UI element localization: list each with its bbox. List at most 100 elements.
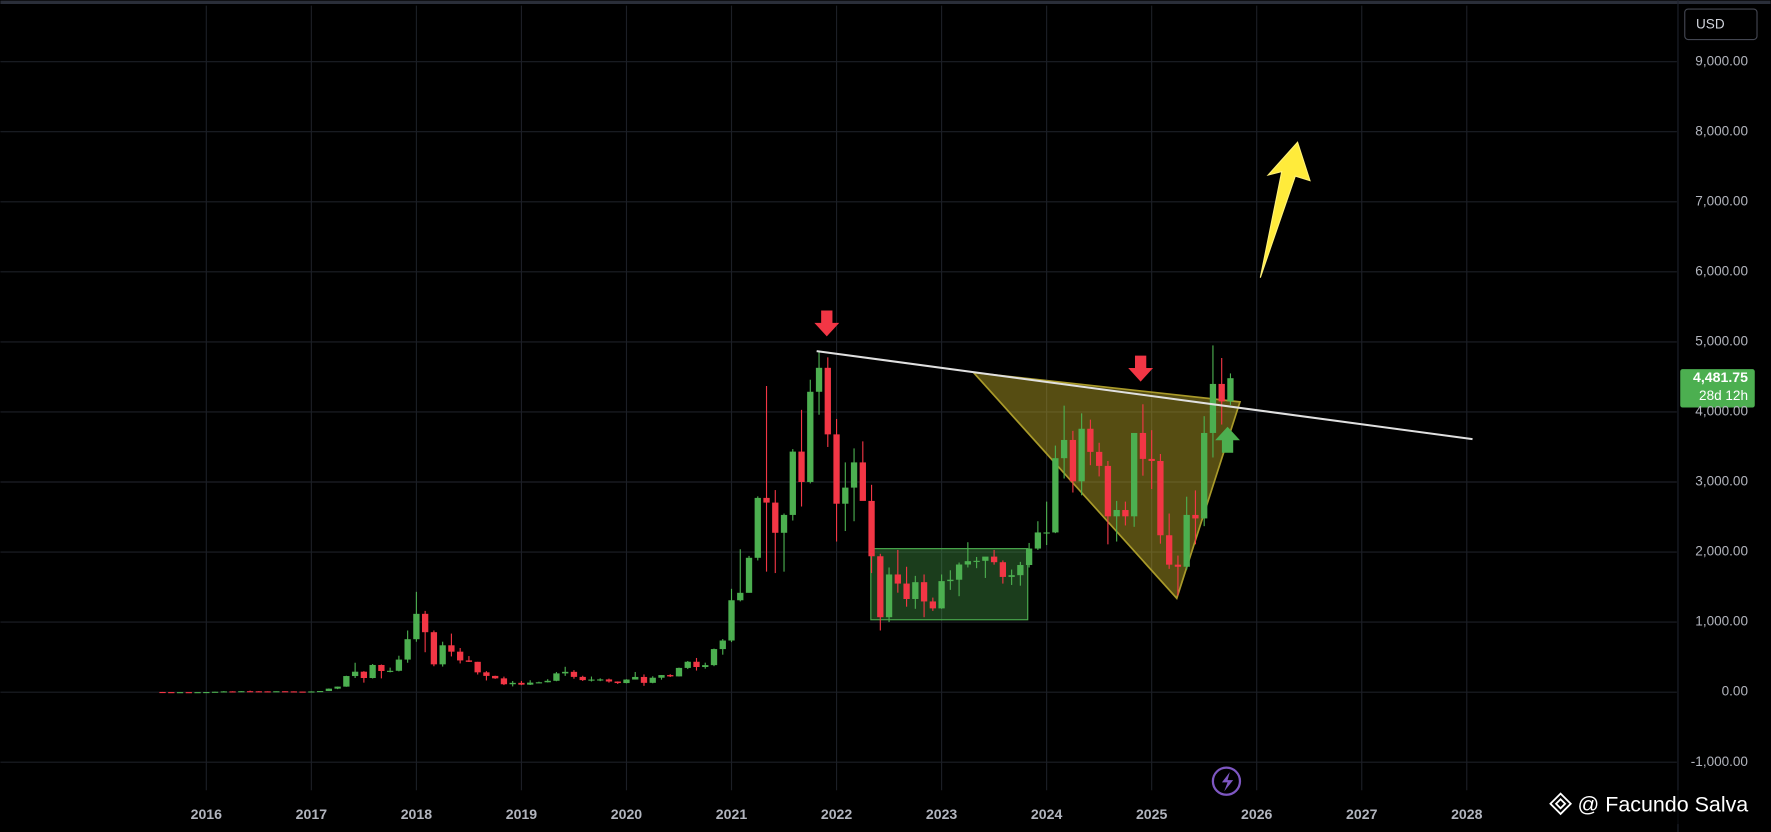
candle-body [885, 574, 893, 618]
x-tick-label: 2025 [1136, 806, 1168, 822]
candle-body [982, 556, 989, 561]
candle-body [264, 691, 271, 693]
candle-body [1139, 432, 1147, 459]
candle-body [842, 487, 849, 504]
range-box [870, 548, 1029, 621]
candle-body [509, 682, 516, 685]
currency-label: USD [1696, 16, 1725, 31]
candle-body [1025, 548, 1033, 566]
candle-body [710, 649, 718, 666]
candle-body [457, 651, 464, 661]
up-arrow [1215, 426, 1240, 453]
y-tick-label: 5,000.00 [1695, 333, 1748, 348]
candle-body [605, 679, 613, 682]
watermark-bg [1541, 790, 1771, 825]
candle-body [1034, 532, 1042, 549]
candle-body [378, 664, 385, 672]
candle-body [772, 502, 779, 533]
y-tick-label: 4,000.00 [1695, 404, 1748, 419]
y-tick-label: 2,000.00 [1695, 544, 1748, 559]
candle-body [316, 691, 324, 693]
candle-body [1227, 378, 1234, 402]
candle-body [1131, 432, 1138, 517]
candle-body [833, 434, 840, 504]
candle-body [535, 682, 543, 684]
candle-body [824, 367, 831, 435]
y-tick-label: 7,000.00 [1695, 193, 1748, 208]
candle-body [211, 691, 219, 693]
grid [0, 5, 1677, 791]
candle-body [1095, 451, 1103, 466]
x-tick-label: 2019 [506, 806, 538, 822]
candle-body [570, 671, 578, 677]
candle-body [667, 675, 674, 677]
candle-body [203, 692, 210, 694]
candle-body [719, 640, 726, 650]
candle-body [430, 632, 438, 665]
candle-body [912, 582, 919, 599]
candle-body [168, 692, 175, 694]
candle-body [929, 601, 936, 609]
candle-body [798, 451, 805, 483]
candle-body [194, 692, 201, 694]
candle-body [562, 671, 569, 674]
currency-button[interactable] [1684, 8, 1758, 41]
candle-body [1078, 428, 1085, 482]
candle-body [448, 645, 455, 652]
replay-icon-bolt [1221, 772, 1234, 792]
candle-body [702, 665, 709, 668]
candle-body [754, 497, 761, 558]
candle-body [527, 682, 534, 685]
candle-body [325, 688, 333, 692]
replay-icon[interactable] [1211, 766, 1242, 796]
y-tick-label: 3,000.00 [1695, 474, 1748, 489]
x-axis: 2016 2017 2018 2019 2020 2021 2022 2023 2024 2025… [191, 806, 1483, 822]
candles [159, 345, 1234, 694]
y-tick-label: 9,000.00 [1695, 53, 1748, 68]
candle-body [553, 673, 560, 681]
candle-body [938, 581, 945, 609]
y-tick-label: 0.00 [1722, 684, 1748, 699]
candle-body [1157, 460, 1164, 536]
y-tick-label: 8,000.00 [1695, 123, 1748, 138]
x-tick-label: 2026 [1241, 806, 1273, 822]
candle-body [185, 692, 192, 694]
candle-body [973, 560, 980, 562]
candle-body [413, 613, 420, 640]
candle-body [1183, 514, 1190, 567]
candle-body [1166, 535, 1173, 565]
candle-body [1104, 465, 1112, 517]
candle-body [675, 667, 683, 677]
x-tick-label: 2021 [716, 806, 748, 822]
x-tick-label: 2024 [1031, 806, 1063, 822]
candle-body [903, 583, 910, 599]
candle-body [815, 367, 823, 392]
candle-body [614, 681, 621, 684]
candle-body [421, 613, 429, 633]
candle-body [255, 691, 262, 693]
x-tick-label: 2020 [611, 806, 643, 822]
candle-body [176, 692, 184, 694]
candle-body [246, 691, 254, 693]
down-arrow [1128, 355, 1154, 382]
watermark: @ Facundo Salva [1578, 793, 1749, 817]
candle-body [1052, 458, 1059, 533]
candle-body [693, 661, 700, 668]
candle-body [1174, 564, 1182, 567]
x-tick-label: 2023 [926, 806, 958, 822]
candle-body [623, 679, 630, 684]
candle-body [492, 675, 499, 679]
candle-body [483, 672, 490, 676]
candle-body [850, 462, 858, 488]
last-price-label: 4,481.75 [1693, 369, 1748, 385]
candle-body [658, 675, 665, 678]
candle-body [597, 679, 604, 681]
candle-body [299, 691, 306, 693]
candle-body [789, 451, 796, 515]
candle-body [386, 670, 394, 672]
candle-body [807, 391, 814, 483]
candle-body [404, 639, 411, 660]
candle-body [579, 676, 586, 681]
candle-body [308, 691, 315, 693]
